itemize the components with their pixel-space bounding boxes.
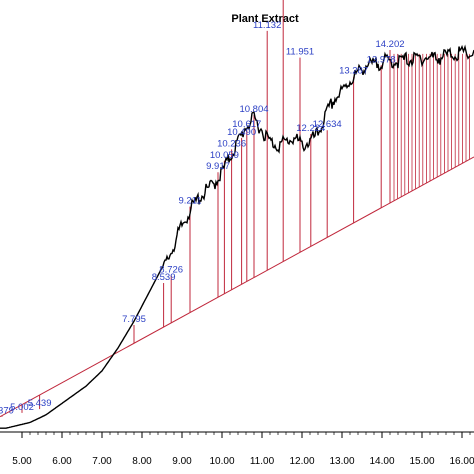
x-tick-label-3: 8.00 <box>132 456 152 467</box>
peak-label-6: 9.211 <box>178 196 201 207</box>
peak-label-13: 11.132 <box>253 20 281 31</box>
x-tick-label-0: 5.00 <box>12 456 32 467</box>
peak-label-17: 12.634 <box>313 119 342 130</box>
x-tick-label-2: 7.00 <box>92 456 112 467</box>
x-axis-ticks: 5.00 6.00 7.00 8.00 9.00 10.00 11.00 12.00 13.00… <box>12 432 474 467</box>
peak-markers <box>1 0 471 417</box>
x-tick-label-11: 16.00 <box>449 456 474 467</box>
peak-label-15: 11.951 <box>286 47 314 58</box>
peak-label-2: 5.439 <box>28 398 52 409</box>
peak-label-20: 14.202 <box>375 39 404 50</box>
peak-label-10: 10.490 <box>227 127 256 138</box>
peak-label-19: 13.978 <box>367 54 396 65</box>
peak-label-4: 8.539 <box>152 272 176 283</box>
x-tick-label-7: 12.00 <box>289 456 314 467</box>
x-tick-label-6: 11.00 <box>250 456 275 467</box>
x-tick-label-8: 13.00 <box>329 456 354 467</box>
x-tick-label-5: 10.00 <box>209 456 234 467</box>
x-tick-label-1: 6.00 <box>52 456 72 467</box>
baseline <box>0 156 474 418</box>
peak-label-18: 13.287 <box>339 66 368 77</box>
peak-label-8: 10.059 <box>210 150 239 161</box>
x-tick-label-4: 9.00 <box>172 456 192 467</box>
peak-label-12: 10.804 <box>239 104 268 115</box>
peak-label-3: 7.795 <box>122 314 146 325</box>
peak-label-11: 10.617 <box>232 119 261 130</box>
peak-label-5: 8.726 <box>159 264 183 275</box>
peak-label-9: 10.236 <box>217 138 246 149</box>
peak-label-16: 12.224 <box>296 123 325 134</box>
peak-label-7: 9.917 <box>206 161 230 172</box>
x-tick-label-10: 15.00 <box>409 456 434 467</box>
chart-title: Plant Extract <box>231 13 299 25</box>
peak-label-0: 4.379 <box>0 406 14 417</box>
series-line <box>0 44 474 429</box>
x-tick-label-9: 14.00 <box>369 456 394 467</box>
peak-label-1: 5.002 <box>10 402 34 413</box>
